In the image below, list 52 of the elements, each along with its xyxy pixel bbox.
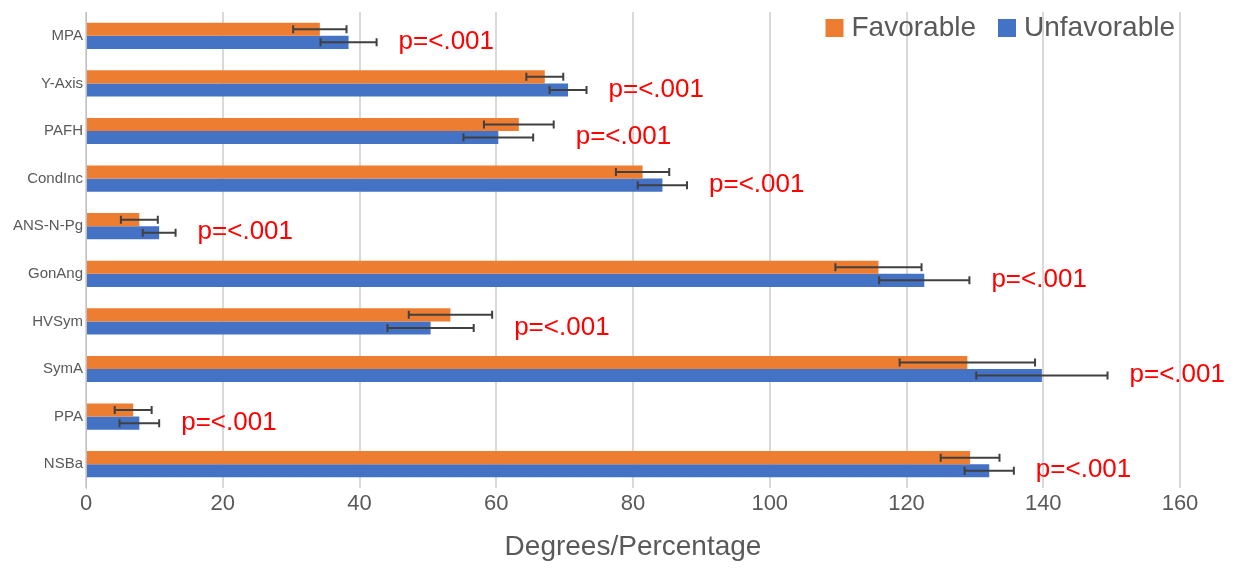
y-tick-label: SymA xyxy=(43,359,84,377)
bar xyxy=(87,117,519,131)
bar xyxy=(87,464,990,478)
legend-label: Unfavorable xyxy=(1024,10,1176,42)
annotation: p=<.001 xyxy=(398,24,495,55)
x-axis-title: Degrees/Percentage xyxy=(504,529,762,561)
bar xyxy=(87,178,663,192)
annotation: p=<.001 xyxy=(709,167,805,198)
x-tick-label: 80 xyxy=(620,490,646,516)
annotation: p=<.001 xyxy=(1129,358,1225,389)
legend-label: Favorable xyxy=(851,10,977,42)
bar xyxy=(87,22,320,36)
bar xyxy=(87,416,140,430)
bar xyxy=(87,213,140,227)
annotation: p=<.001 xyxy=(181,405,277,436)
x-tick-label: 40 xyxy=(347,490,372,516)
y-tick-label: CondInc xyxy=(27,168,84,186)
bar xyxy=(87,321,431,335)
y-tick-label: MPA xyxy=(51,25,84,43)
bar xyxy=(87,226,160,240)
bar xyxy=(87,35,349,49)
y-tick-label: GonAng xyxy=(27,263,84,281)
y-tick-label: Y-Axis xyxy=(41,73,84,91)
annotation: p=<.001 xyxy=(608,72,704,103)
bar xyxy=(87,131,499,145)
annotation: p=<.001 xyxy=(991,262,1087,293)
bar xyxy=(87,308,451,322)
bar xyxy=(87,369,1042,383)
annotation: p=<.001 xyxy=(197,215,294,246)
bar xyxy=(87,260,879,274)
x-tick-label: 120 xyxy=(888,490,925,516)
bar xyxy=(87,355,968,369)
x-tick-label: 0 xyxy=(79,490,93,516)
y-tick-label: PAFH xyxy=(44,121,84,139)
bar xyxy=(87,70,545,84)
y-tick-label: PPA xyxy=(54,406,84,424)
bar xyxy=(87,165,643,179)
bar xyxy=(87,451,971,465)
y-tick-label: NSBa xyxy=(43,454,84,472)
annotation: p=<.001 xyxy=(575,120,672,151)
bar xyxy=(87,273,925,287)
x-tick-label: 140 xyxy=(1024,490,1062,516)
x-tick-label: 60 xyxy=(484,490,509,516)
x-tick-label: 160 xyxy=(1161,490,1199,516)
bar xyxy=(87,403,134,417)
annotation: p=<.001 xyxy=(514,310,610,341)
x-tick-label: 100 xyxy=(751,490,789,516)
x-tick-label: 20 xyxy=(210,490,235,516)
y-tick-label: HVSym xyxy=(32,311,84,329)
y-tick-label: ANS-N-Pg xyxy=(13,216,84,234)
bar xyxy=(87,83,569,97)
annotation: p=<.001 xyxy=(1035,453,1132,484)
